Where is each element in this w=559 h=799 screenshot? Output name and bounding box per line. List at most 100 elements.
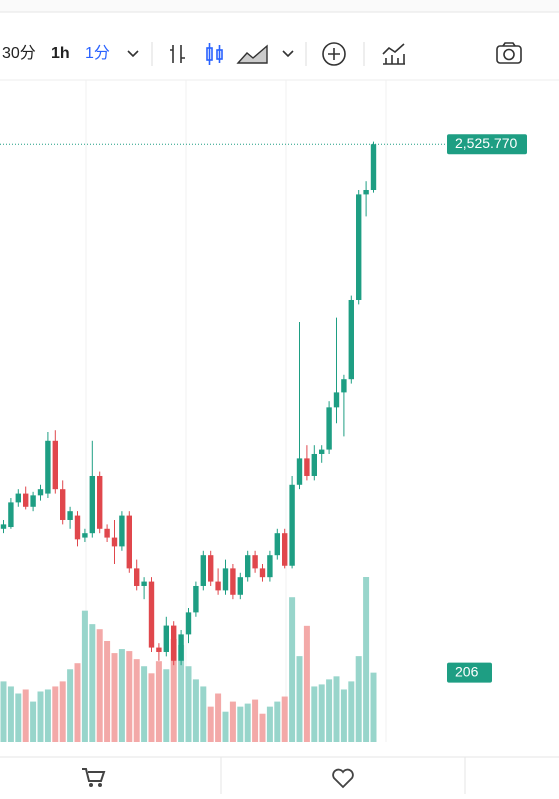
volume-bar: [326, 679, 333, 742]
dropdown[interactable]: [127, 50, 139, 58]
volume-bar: [126, 651, 133, 742]
candle-body: [208, 555, 214, 582]
last-price-label: 2,525.770: [455, 135, 517, 151]
volume-label: 206: [455, 663, 479, 679]
volume-bar: [37, 691, 44, 742]
candle-body: [67, 511, 73, 520]
volume-bars: [0, 577, 377, 742]
candle-body: [148, 581, 155, 648]
volume-bar: [229, 701, 236, 742]
candle-body: [45, 440, 51, 494]
vgrid: [85, 80, 387, 742]
volume-bar: [207, 706, 214, 742]
cart-button[interactable]: [82, 768, 106, 787]
candle-body: [259, 568, 266, 578]
candle-icon[interactable]: [206, 43, 223, 65]
candle-body: [326, 407, 332, 450]
volume-bar: [252, 699, 259, 742]
volume-bar: [15, 693, 22, 742]
camera[interactable]: [496, 42, 522, 64]
volume-bar: [222, 711, 229, 742]
candle-body: [237, 577, 243, 595]
candle-body: [296, 458, 303, 485]
candle-body: [370, 144, 377, 190]
candle-body: [156, 647, 162, 652]
volume-bar: [133, 659, 140, 742]
volume-bar: [148, 673, 155, 742]
candle-body: [200, 555, 206, 586]
volume-bar: [340, 689, 347, 742]
volume-bar: [7, 686, 14, 742]
candle-body: [341, 379, 347, 393]
candles: [0, 141, 445, 666]
volume-bar: [89, 624, 96, 742]
volume-bar: [244, 703, 251, 742]
add-indicator[interactable]: [322, 42, 346, 66]
candle-body: [163, 625, 169, 652]
candle-body: [333, 392, 340, 408]
candle-body: [89, 475, 95, 534]
candle-body: [274, 533, 280, 556]
volume-bar: [370, 672, 377, 742]
volume-bar: [318, 684, 325, 742]
volume-bar: [303, 625, 310, 742]
candle-body: [37, 489, 44, 496]
candle-body: [111, 537, 118, 547]
volume-bar: [296, 656, 303, 742]
volume-bar: [74, 663, 81, 742]
volume-bar: [52, 686, 59, 742]
interval-30m[interactable]: 30分: [2, 44, 36, 62]
interval-1m[interactable]: 1分: [85, 44, 110, 62]
candle-body: [8, 502, 14, 528]
volume-bar: [311, 686, 318, 742]
volume-bar: [348, 681, 355, 742]
price-axis: 2,525.770 206: [447, 134, 527, 683]
toolbar: 30分 1h 1分: [2, 42, 522, 66]
dropdown[interactable]: [282, 50, 294, 58]
volume-bar: [289, 597, 296, 742]
bar-icon[interactable]: [170, 45, 185, 63]
indicators-icon[interactable]: [382, 43, 405, 65]
volume-bar: [266, 706, 273, 742]
candle-body: [97, 475, 103, 529]
candle-body: [185, 612, 192, 635]
volume-bar: [185, 666, 192, 742]
candle-body: [311, 453, 317, 476]
candle-body: [267, 555, 273, 578]
volume-bar: [111, 653, 118, 742]
candle-body: [282, 533, 288, 566]
volume-bar: [30, 701, 37, 742]
volume-bar: [81, 610, 88, 742]
candle-body: [348, 299, 354, 380]
candle-body: [0, 524, 7, 529]
volume-bar: [200, 686, 207, 742]
favorite-button[interactable]: [332, 768, 354, 789]
candle-body: [245, 555, 251, 578]
interval-1h[interactable]: 1h: [51, 45, 70, 62]
volume-bar: [215, 693, 222, 742]
volume-bar: [259, 713, 266, 742]
volume-bar: [67, 669, 74, 742]
candle-body: [126, 515, 132, 569]
candle-body: [193, 585, 199, 613]
volume-bar: [355, 656, 362, 742]
candle-body: [363, 189, 369, 195]
candle-body: [15, 493, 21, 503]
candle-body: [141, 581, 147, 586]
candle-body: [304, 458, 310, 476]
candle-body: [74, 515, 81, 540]
volume-bar: [237, 706, 244, 742]
candle-body: [119, 515, 125, 547]
candle-body: [252, 555, 258, 569]
candle-body: [171, 625, 177, 661]
volume-bar: [104, 640, 111, 742]
volume-bar: [274, 701, 281, 742]
volume-bar: [22, 689, 29, 742]
area-icon[interactable]: [236, 44, 268, 64]
volume-bar: [118, 649, 125, 742]
volume-bar: [96, 629, 103, 742]
volume-bar: [192, 679, 199, 742]
volume-bar: [363, 577, 370, 742]
candle-body: [215, 581, 221, 591]
